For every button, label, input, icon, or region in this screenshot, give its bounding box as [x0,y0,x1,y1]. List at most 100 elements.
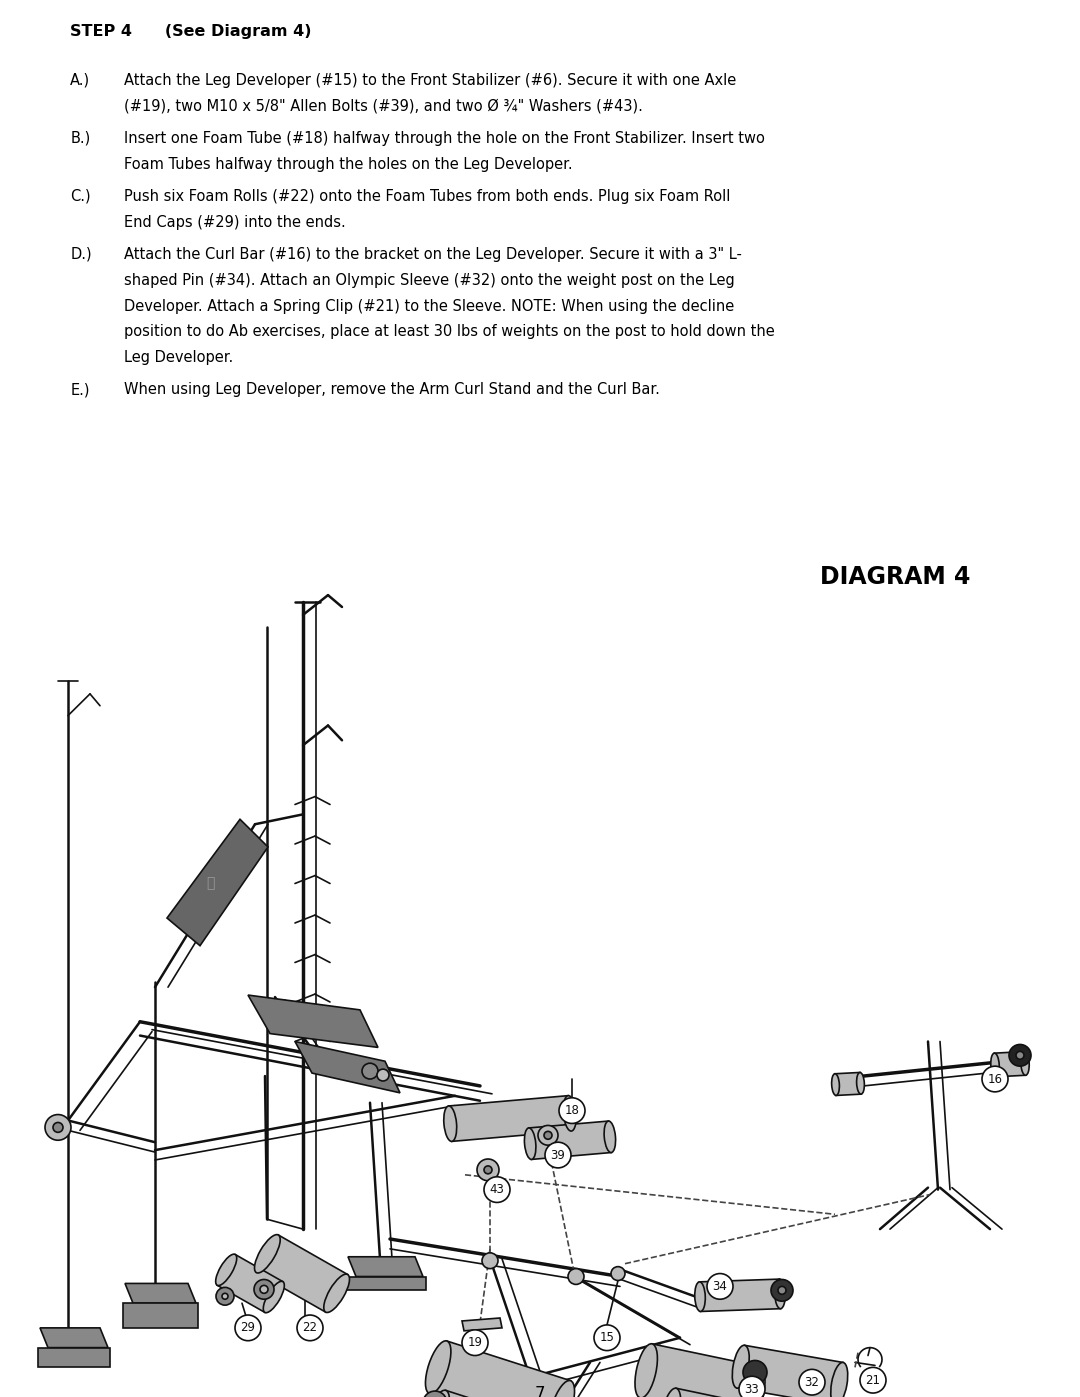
Text: 16: 16 [987,1073,1002,1085]
Polygon shape [167,819,268,946]
Circle shape [739,1376,765,1397]
Circle shape [594,1324,620,1351]
Circle shape [568,1268,584,1284]
Circle shape [297,1315,323,1341]
Circle shape [216,1288,234,1305]
Text: 22: 22 [302,1322,318,1334]
Polygon shape [40,1329,108,1348]
Text: C.): C.) [70,189,91,204]
Text: (See Diagram 4): (See Diagram 4) [148,24,311,39]
Text: 34: 34 [713,1280,728,1292]
Text: Foam Tubes halfway through the holes on the Leg Developer.: Foam Tubes halfway through the holes on … [124,156,572,172]
Circle shape [860,1368,886,1393]
Polygon shape [217,1255,283,1312]
Polygon shape [430,1341,570,1397]
Text: 33: 33 [744,1383,759,1396]
Text: 32: 32 [805,1376,820,1389]
Circle shape [611,1267,625,1281]
Polygon shape [448,1095,571,1141]
Ellipse shape [426,1390,449,1397]
Text: 15: 15 [599,1331,615,1344]
Circle shape [544,1132,552,1140]
Polygon shape [462,1317,502,1331]
Text: Leg Developer.: Leg Developer. [124,351,233,365]
Polygon shape [835,1073,861,1095]
Ellipse shape [831,1362,848,1397]
Polygon shape [348,1257,423,1277]
Text: Attach the Curl Bar (#16) to the bracket on the Leg Developer. Secure it with a : Attach the Curl Bar (#16) to the bracket… [124,247,742,261]
Polygon shape [995,1052,1026,1077]
Polygon shape [737,1345,843,1397]
Text: shaped Pin (#34). Attach an Olympic Sleeve (#32) onto the weight post on the Leg: shaped Pin (#34). Attach an Olympic Slee… [124,272,735,288]
Ellipse shape [264,1281,284,1313]
Ellipse shape [444,1106,457,1141]
Circle shape [423,1391,447,1397]
Polygon shape [256,1235,348,1312]
Circle shape [53,1122,63,1133]
Circle shape [743,1361,767,1384]
Circle shape [235,1315,261,1341]
Ellipse shape [694,1282,705,1312]
Text: Developer. Attach a Spring Clip (#21) to the Sleeve. NOTE: When using the declin: Developer. Attach a Spring Clip (#21) to… [124,299,734,313]
Text: 39: 39 [551,1148,566,1161]
Circle shape [254,1280,274,1299]
Polygon shape [345,1277,426,1291]
Text: Push six Foam Rolls (#22) onto the Foam Tubes from both ends. Plug six Foam Roll: Push six Foam Rolls (#22) onto the Foam … [124,189,730,204]
Text: (#19), two M10 x 5/8" Allen Bolts (#39), and two Ø ¾" Washers (#43).: (#19), two M10 x 5/8" Allen Bolts (#39),… [124,98,643,113]
Text: 18: 18 [565,1104,580,1118]
Ellipse shape [732,1345,750,1389]
Text: 43: 43 [489,1183,504,1196]
Ellipse shape [604,1120,616,1153]
Text: E.): E.) [70,383,90,397]
Text: 19: 19 [468,1336,483,1350]
Text: Ⓜ: Ⓜ [206,876,214,890]
Ellipse shape [255,1235,280,1273]
Ellipse shape [324,1274,350,1313]
Circle shape [559,1098,585,1123]
Polygon shape [430,1390,551,1397]
Circle shape [45,1115,71,1140]
Polygon shape [295,1042,400,1092]
Circle shape [362,1063,378,1078]
Polygon shape [640,1344,759,1397]
Circle shape [771,1280,793,1301]
Text: A.): A.) [70,73,91,88]
Text: End Caps (#29) into the ends.: End Caps (#29) into the ends. [124,215,346,229]
Ellipse shape [832,1074,839,1095]
Text: Attach the Leg Developer (#15) to the Front Stabilizer (#6). Secure it with one : Attach the Leg Developer (#15) to the Fr… [124,73,737,88]
Ellipse shape [856,1073,864,1094]
Circle shape [482,1253,498,1268]
Text: Insert one Foam Tube (#18) halfway through the hole on the Front Stabilizer. Ins: Insert one Foam Tube (#18) halfway throu… [124,131,765,145]
Text: DIAGRAM 4: DIAGRAM 4 [820,566,970,590]
Ellipse shape [525,1127,536,1160]
Polygon shape [123,1303,198,1329]
Ellipse shape [743,1366,765,1397]
Ellipse shape [774,1280,785,1309]
Circle shape [538,1126,558,1146]
Text: 7: 7 [535,1386,545,1397]
Circle shape [260,1285,268,1294]
Text: D.): D.) [70,247,92,261]
Ellipse shape [216,1255,237,1285]
Circle shape [477,1160,499,1180]
Circle shape [778,1287,786,1294]
Circle shape [707,1274,733,1299]
Circle shape [484,1176,510,1203]
Ellipse shape [426,1341,450,1394]
Text: position to do Ab exercises, place at least 30 lbs of weights on the post to hol: position to do Ab exercises, place at le… [124,324,775,339]
Ellipse shape [635,1344,658,1397]
Ellipse shape [1021,1052,1029,1076]
Circle shape [799,1369,825,1396]
Circle shape [462,1330,488,1355]
Polygon shape [666,1389,774,1397]
Circle shape [545,1143,571,1168]
Ellipse shape [564,1095,577,1132]
Circle shape [222,1294,228,1299]
Polygon shape [125,1284,195,1303]
Circle shape [1016,1052,1024,1059]
Ellipse shape [990,1053,999,1077]
Circle shape [1009,1045,1031,1066]
Ellipse shape [549,1380,575,1397]
Circle shape [377,1069,389,1081]
Text: 21: 21 [865,1373,880,1387]
